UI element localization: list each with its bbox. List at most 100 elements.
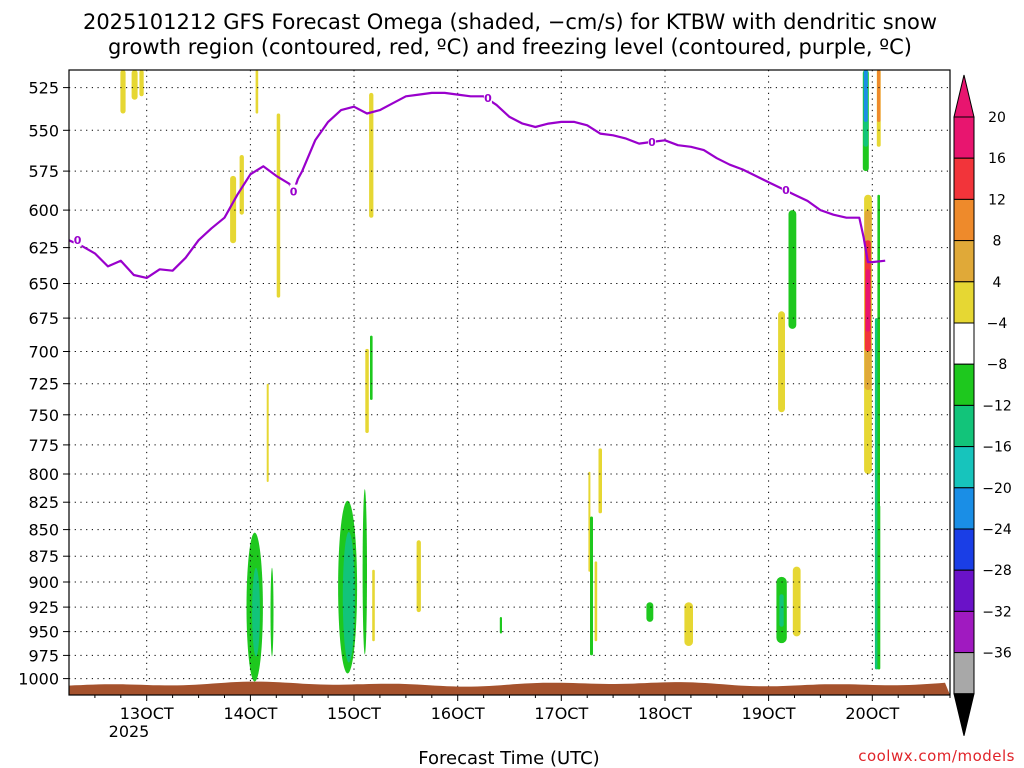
y-tick-label: 725 [28, 375, 59, 394]
y-tick-label: 775 [28, 436, 59, 455]
x-tick-label: 20OCT [845, 704, 899, 723]
y-tick-label: 550 [28, 121, 59, 140]
colorbar-label: 4 [993, 275, 1002, 291]
colorbar-label: −32 [982, 604, 1012, 620]
freezing-level-label: 0 [648, 136, 656, 149]
x-axis-label: Forecast Time (UTC) [418, 748, 599, 768]
y-tick-label: 575 [28, 162, 59, 181]
omega-patch-17 [594, 561, 598, 642]
colorbar-label: −4 [987, 316, 1008, 332]
omega-patch-36 [878, 505, 881, 670]
colorbar-label: −36 [982, 646, 1012, 662]
y-tick-label: 825 [28, 493, 59, 512]
y-tick-label: 900 [28, 573, 59, 592]
colorbar-label: −12 [982, 398, 1012, 414]
colorbar-label: 16 [988, 151, 1006, 167]
colorbar-label: 20 [988, 110, 1006, 126]
omega-patch-9 [365, 348, 369, 433]
colorbar-label: 8 [993, 234, 1002, 250]
colorbar-bottom-arrow [953, 693, 975, 736]
omega-patch-15 [590, 516, 593, 656]
colorbar-swatch-12 [953, 610, 975, 654]
omega-patch-7 [276, 113, 281, 298]
colorbar-label: −28 [982, 563, 1012, 579]
y-tick-label: 1000 [18, 670, 59, 689]
colorbar-swatch-9 [953, 487, 975, 530]
x-tick-label: 13OCT [120, 704, 174, 723]
grid-lines [69, 70, 950, 695]
x-tick-label: 15OCT [327, 704, 381, 723]
y-tick-label: 850 [28, 521, 59, 540]
y-tick-label: 675 [28, 309, 59, 328]
omega-patch-21 [788, 210, 797, 329]
x-tick-label: 17OCT [534, 704, 588, 723]
y-tick-label: 600 [28, 201, 59, 220]
y-tick-label: 700 [28, 343, 59, 362]
freezing-level-label: 0 [290, 186, 298, 199]
y-tick-label: 950 [28, 623, 59, 642]
y-tick-label: 625 [28, 239, 59, 258]
omega-patch-3 [230, 175, 237, 244]
y-tick-label: 975 [28, 646, 59, 665]
freezing-level-line [68, 91, 886, 279]
y-axis: 525 550 575 600 625 650 675 700 725 750 775 800 825 8… [18, 79, 69, 689]
colorbar: 20 16 12 8 4 −4 −8 −12 −16 −20 −24 −28 −32 −36 [953, 74, 1012, 736]
chart-title-line2: growth region (contoured, red, ºC) and f… [108, 35, 912, 59]
omega-patch-33 [865, 269, 871, 332]
omega-patch-6 [266, 383, 269, 482]
colorbar-swatch-11 [953, 569, 975, 612]
omega-blob-2 [270, 567, 274, 657]
colorbar-swatch-1 [953, 157, 975, 200]
y-tick-label: 650 [28, 275, 59, 294]
y-tick-label: 800 [28, 465, 59, 484]
freezing-level-contour: 0 0 0 0 0 [68, 91, 886, 279]
omega-patch-0 [120, 70, 126, 114]
omega-patch-11 [416, 540, 421, 613]
colorbar-top-arrow [953, 74, 975, 118]
omega-blob-4 [342, 531, 355, 663]
colorbar-swatch-5 [953, 322, 975, 365]
terrain-band [69, 681, 950, 695]
freezing-label-bg-3 [648, 134, 656, 148]
x-tick-label: 18OCT [638, 704, 692, 723]
omega-patch-8 [369, 92, 374, 218]
y-tick-label: 525 [28, 79, 59, 98]
x-tick-label: 14OCT [223, 704, 277, 723]
omega-blob-1 [252, 567, 260, 657]
omega-patch-27 [863, 70, 868, 122]
omega-patch-5 [255, 70, 259, 114]
terrain-surface [69, 681, 950, 695]
colorbar-swatch-10 [953, 528, 975, 571]
y-tick-label: 750 [28, 406, 59, 425]
colorbar-label: −8 [987, 357, 1008, 373]
omega-patch-19 [684, 602, 693, 646]
colorbar-swatch-3 [953, 240, 975, 283]
freezing-label-bg-4 [781, 183, 790, 196]
omega-blob-5 [362, 489, 367, 655]
omega-patch-18 [646, 602, 654, 622]
year-label: 2025 [109, 722, 150, 741]
omega-patch-29 [877, 70, 881, 122]
colorbar-swatch-7 [953, 404, 975, 448]
colorbar-label: −24 [982, 522, 1012, 538]
freezing-label-bg-1 [289, 184, 298, 198]
omega-patch-14 [588, 471, 591, 572]
omega-patch-10 [370, 335, 373, 400]
colorbar-label: −20 [982, 481, 1012, 497]
omega-patch-12 [372, 569, 375, 642]
omega-patch-2 [139, 70, 144, 97]
plot-frame [68, 69, 951, 696]
x-axis: 13OCT 14OCT 15OCT 16OCT 17OCT 18OCT 19OCT 20OCT [94, 695, 951, 723]
omega-patch-4 [239, 155, 244, 215]
freezing-label-bg-0 [73, 233, 82, 247]
chart-title-line1: 2025101212 GFS Forecast Omega (shaded, −… [83, 10, 937, 34]
omega-shading [120, 70, 881, 682]
colorbar-label: −16 [982, 440, 1012, 456]
colorbar-swatch-2 [953, 198, 975, 242]
credit-text: coolwx.com/models [858, 747, 1015, 765]
colorbar-swatch-8 [953, 446, 975, 489]
colorbar-swatch-4 [953, 281, 975, 324]
y-tick-label: 925 [28, 598, 59, 617]
omega-patch-13 [499, 617, 502, 634]
freezing-level-label: 0 [74, 234, 82, 247]
